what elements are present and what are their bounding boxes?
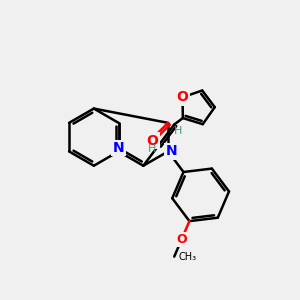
Text: O: O: [177, 90, 188, 104]
Text: CH₃: CH₃: [178, 252, 197, 262]
Text: H: H: [148, 144, 157, 154]
Text: N: N: [166, 144, 177, 158]
Text: N: N: [113, 141, 124, 155]
Text: O: O: [176, 233, 187, 246]
Text: O: O: [146, 134, 158, 148]
Text: H: H: [174, 126, 183, 136]
